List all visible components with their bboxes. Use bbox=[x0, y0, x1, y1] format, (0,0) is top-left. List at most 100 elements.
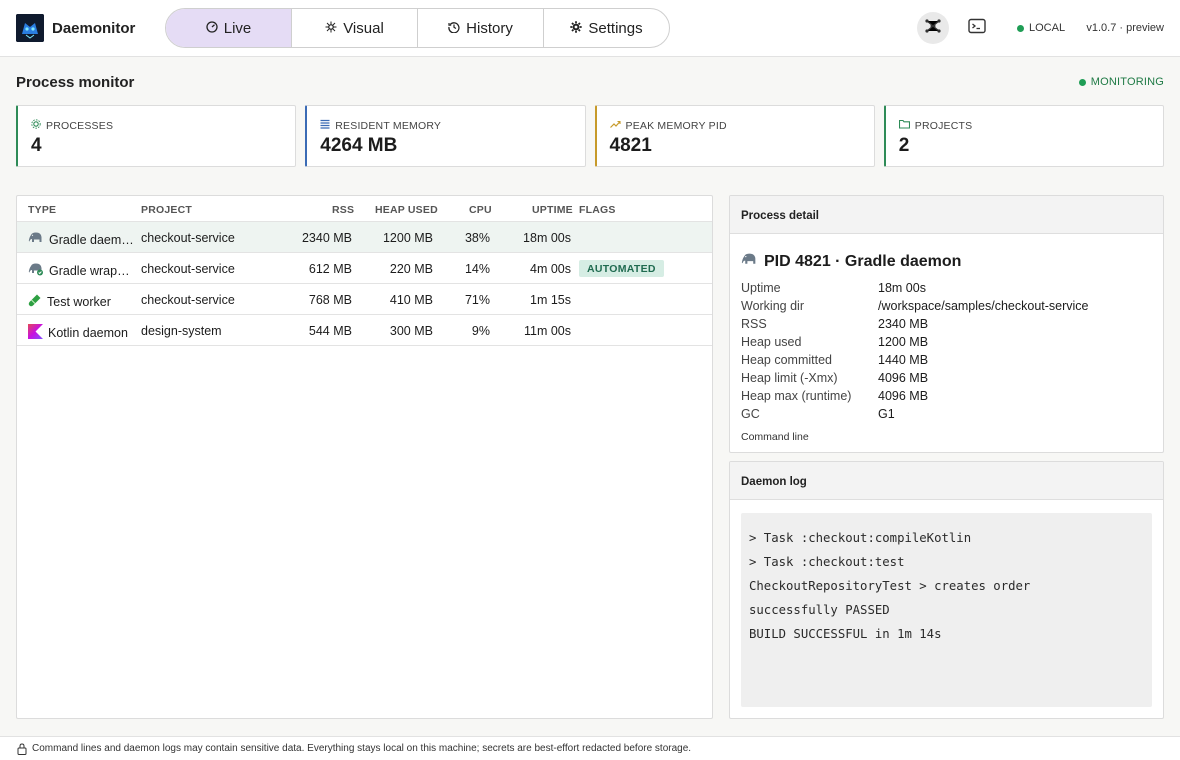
stat-label-row: RESIDENT MEMORY bbox=[320, 119, 441, 132]
detail-value: /workspace/samples/checkout-service bbox=[878, 299, 1089, 313]
terminal-button[interactable] bbox=[961, 12, 993, 44]
stat-label-row: PEAK MEMORY PID bbox=[609, 119, 727, 132]
project-cell: checkout-service bbox=[141, 293, 235, 307]
app-logo-icon bbox=[16, 14, 44, 42]
stat-card-peak-memory-pid: PEAK MEMORY PID 4821 bbox=[594, 105, 875, 167]
detail-key: RSS bbox=[741, 317, 767, 331]
rss-cell: 612 MB bbox=[308, 262, 352, 276]
test-tube-icon bbox=[28, 293, 42, 310]
app-title: Daemonitor bbox=[52, 20, 136, 37]
process-type: Test worker bbox=[47, 294, 111, 309]
tab-visual[interactable]: Visual bbox=[292, 9, 418, 47]
type-cell: Test worker bbox=[28, 293, 134, 310]
tab-history-label: History bbox=[466, 19, 513, 37]
detail-key: Uptime bbox=[741, 281, 781, 295]
tab-history[interactable]: History bbox=[418, 9, 544, 47]
tab-settings-label: Settings bbox=[588, 19, 643, 37]
detail-key: Heap limit (-Xmx) bbox=[741, 371, 838, 385]
table-row[interactable]: Test worker checkout-service 768 MB 410 … bbox=[17, 284, 712, 315]
log-line: > Task :checkout:test bbox=[749, 555, 905, 569]
uptime-cell: 1m 15s bbox=[530, 293, 571, 307]
trend-icon bbox=[609, 119, 621, 132]
history-icon bbox=[448, 21, 460, 35]
network-view-button[interactable] bbox=[917, 12, 949, 44]
log-output[interactable]: > Task :checkout:compileKotlin > Task :c… bbox=[741, 513, 1152, 707]
process-title: PID 4821 · Gradle daemon bbox=[741, 252, 961, 272]
process-type: Kotlin daemon bbox=[48, 326, 128, 340]
detail-value: 2340 MB bbox=[878, 317, 929, 331]
col-project[interactable]: PROJECT bbox=[141, 204, 192, 216]
kotlin-icon bbox=[28, 324, 43, 342]
stat-label: RESIDENT MEMORY bbox=[335, 119, 442, 132]
tab-settings[interactable]: Settings bbox=[544, 9, 669, 47]
type-cell: Gradle wrapper bbox=[28, 262, 134, 279]
detail-key: Heap max (runtime) bbox=[741, 389, 852, 403]
type-cell: Gradle daemon bbox=[28, 231, 134, 248]
daemon-log-panel: Daemon log > Task :checkout:compileKotli… bbox=[729, 461, 1164, 719]
stat-label: PROJECTS bbox=[914, 119, 973, 132]
stat-card-processes: PROCESSES 4 bbox=[16, 105, 297, 167]
heap-cell: 410 MB bbox=[389, 293, 433, 307]
col-flags[interactable]: FLAGS bbox=[579, 204, 616, 216]
monitoring-dot bbox=[1078, 78, 1086, 86]
network-icon bbox=[924, 17, 942, 40]
tab-visual-label: Visual bbox=[343, 19, 384, 37]
process-detail-header: Process detail bbox=[730, 196, 1163, 234]
process-type: Gradle daemon bbox=[49, 232, 134, 247]
project-cell: design-system bbox=[141, 324, 222, 338]
process-icon bbox=[31, 119, 41, 132]
detail-value: G1 bbox=[878, 407, 895, 421]
process-title-text: PID 4821 · Gradle daemon bbox=[764, 253, 962, 270]
privacy-notice: Command lines and daemon logs may contai… bbox=[32, 743, 692, 754]
folder-icon bbox=[898, 119, 910, 132]
process-table: TYPE PROJECT RSS HEAP USED CPU UPTIME FL… bbox=[16, 195, 713, 719]
footer-bar: Command lines and daemon logs may contai… bbox=[0, 736, 1180, 760]
type-cell: Kotlin daemon bbox=[28, 324, 134, 342]
cpu-cell: 38% bbox=[464, 231, 490, 245]
top-bar: Daemonitor Live Visual History Settings bbox=[0, 0, 1180, 57]
stat-card-resident-memory: RESIDENT MEMORY 4264 MB bbox=[305, 105, 586, 167]
automated-badge: AUTOMATED bbox=[579, 260, 664, 277]
elephant-icon bbox=[28, 231, 44, 248]
col-rss[interactable]: RSS bbox=[332, 204, 355, 216]
detail-value: 18m 00s bbox=[878, 281, 926, 295]
detail-key: GC bbox=[741, 407, 760, 421]
stat-label: PEAK MEMORY PID bbox=[625, 119, 727, 132]
cpu-cell: 14% bbox=[464, 262, 490, 276]
table-row[interactable]: Gradle wrapper checkout-service 612 MB 2… bbox=[17, 253, 712, 284]
col-uptime[interactable]: UPTIME bbox=[532, 204, 573, 216]
col-cpu[interactable]: CPU bbox=[469, 204, 492, 216]
elephant-wrapper-icon bbox=[28, 262, 44, 279]
page-title: Process monitor bbox=[16, 74, 135, 91]
detail-value: 1200 MB bbox=[878, 335, 929, 349]
cpu-cell: 71% bbox=[464, 293, 490, 307]
env-indicator: LOCAL bbox=[1017, 22, 1065, 34]
detail-key: Heap used bbox=[741, 335, 802, 349]
tab-live[interactable]: Live bbox=[166, 9, 292, 47]
process-detail-panel: Process detail PID 4821 · Gradle daemon … bbox=[729, 195, 1164, 453]
project-cell: checkout-service bbox=[141, 231, 235, 245]
detail-value: 4096 MB bbox=[878, 371, 929, 385]
detail-value: 4096 MB bbox=[878, 389, 929, 403]
stat-value: 4264 MB bbox=[320, 135, 398, 156]
table-header: TYPE PROJECT RSS HEAP USED CPU UPTIME FL… bbox=[17, 196, 712, 222]
monitoring-status: MONITORING bbox=[1078, 76, 1164, 88]
hub-icon bbox=[325, 21, 337, 35]
table-row[interactable]: Kotlin daemon design-system 544 MB 300 M… bbox=[17, 315, 712, 346]
monitoring-label: MONITORING bbox=[1090, 76, 1164, 88]
project-cell: checkout-service bbox=[141, 262, 235, 276]
col-type[interactable]: TYPE bbox=[28, 204, 57, 216]
col-heap-used[interactable]: HEAP USED bbox=[375, 204, 438, 216]
stat-value: 4821 bbox=[609, 135, 652, 156]
detail-key: Heap committed bbox=[741, 353, 833, 367]
lock-icon bbox=[17, 742, 27, 760]
log-line: BUILD SUCCESSFUL in 1m 14s bbox=[749, 627, 942, 641]
version-label: v1.0.7 · preview bbox=[1086, 22, 1164, 34]
stat-card-projects: PROJECTS 2 bbox=[883, 105, 1164, 167]
status-dot bbox=[1017, 24, 1024, 32]
rss-cell: 544 MB bbox=[308, 324, 352, 338]
command-line-label[interactable]: Command line bbox=[741, 431, 809, 443]
stat-value: 4 bbox=[31, 135, 42, 156]
uptime-cell: 18m 00s bbox=[523, 231, 571, 245]
table-row[interactable]: Gradle daemon checkout-service 2340 MB 1… bbox=[17, 222, 712, 253]
